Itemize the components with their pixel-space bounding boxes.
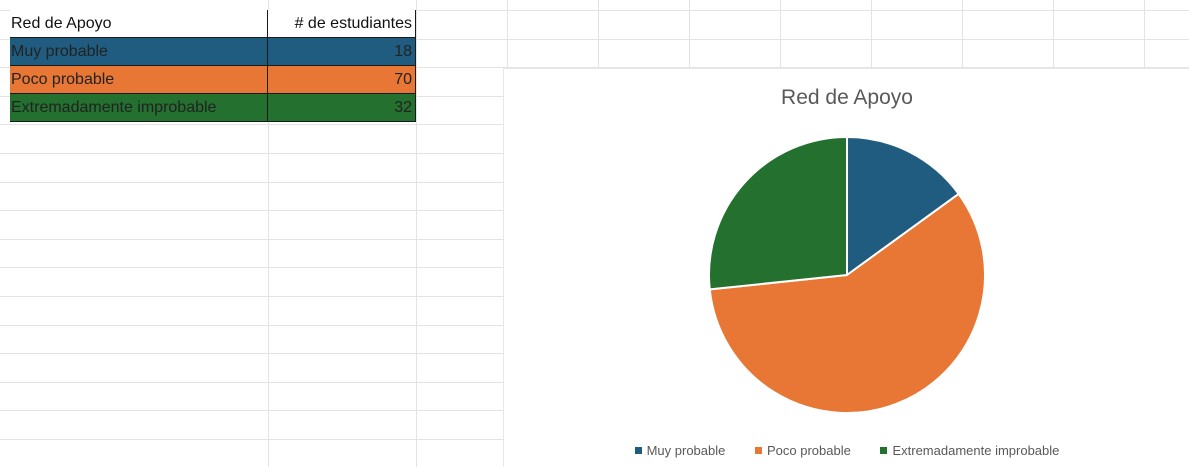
grid-column-line	[598, 0, 599, 68]
grid-column-line	[1053, 0, 1054, 68]
grid-row-line	[0, 153, 503, 154]
grid-row-line	[0, 210, 503, 211]
grid-row-line	[0, 439, 503, 440]
grid-row-line	[0, 10, 1189, 11]
legend-label: Extremadamente improbable	[892, 443, 1060, 458]
grid-column-line	[780, 0, 781, 68]
row-label-cell-muy-probable[interactable]: Muy probable	[10, 38, 268, 66]
grid-column-line	[962, 0, 963, 68]
grid-row-line	[0, 182, 503, 183]
grid-row-line	[0, 67, 1189, 68]
row-count-cell-muy-probable[interactable]: 18	[268, 38, 416, 66]
legend-swatch	[634, 447, 642, 454]
legend-label: Muy probable	[646, 443, 726, 458]
legend-swatch	[755, 447, 762, 454]
grid-row-line	[0, 124, 503, 125]
grid-row-line	[0, 382, 503, 383]
grid-row-line	[0, 39, 1189, 40]
chart-title: Red de Apoyo	[781, 86, 913, 109]
grid-column-line	[871, 0, 872, 68]
grid-column-line	[507, 0, 508, 68]
row-label-cell-poco-probable[interactable]: Poco probable	[10, 66, 268, 94]
legend-item-muy-probable: Muy probable	[634, 443, 726, 458]
legend-item-extremadamente-improbable: Extremadamente improbable	[880, 443, 1059, 458]
grid-row-line	[0, 410, 503, 411]
legend-item-poco-probable: Poco probable	[755, 443, 851, 458]
grid-row-line	[0, 296, 503, 297]
grid-column-line	[268, 0, 269, 467]
header-cell-label[interactable]: Red de Apoyo	[10, 10, 268, 38]
row-count-cell-extremadamente-improbable[interactable]: 32	[268, 94, 416, 122]
grid-row-line	[0, 325, 503, 326]
pie-slice-poco-probable[interactable]	[708, 192, 986, 414]
pie-plot-area	[708, 135, 986, 414]
grid-column-line	[416, 0, 417, 467]
grid-row-line	[0, 353, 503, 354]
grid-column-line	[689, 0, 690, 68]
grid-row-line	[0, 267, 503, 268]
pie-chart[interactable]: Red de Apoyo Muy probable Poco probable …	[503, 68, 1189, 467]
grid-column-line	[1144, 0, 1145, 68]
header-cell-count[interactable]: # de estudiantes	[268, 10, 416, 38]
pie-slice-muy-probable[interactable]	[846, 135, 961, 277]
row-count-cell-poco-probable[interactable]: 70	[268, 66, 416, 94]
row-label-cell-extremadamente-improbable[interactable]: Extremadamente improbable	[10, 94, 268, 122]
chart-legend: Muy probable Poco probable Extremadament…	[504, 443, 1189, 458]
grid-row-line	[0, 239, 503, 240]
legend-label: Poco probable	[767, 443, 851, 458]
legend-swatch	[880, 447, 888, 454]
pie-slice-extremadamente-improbable[interactable]	[708, 135, 848, 291]
